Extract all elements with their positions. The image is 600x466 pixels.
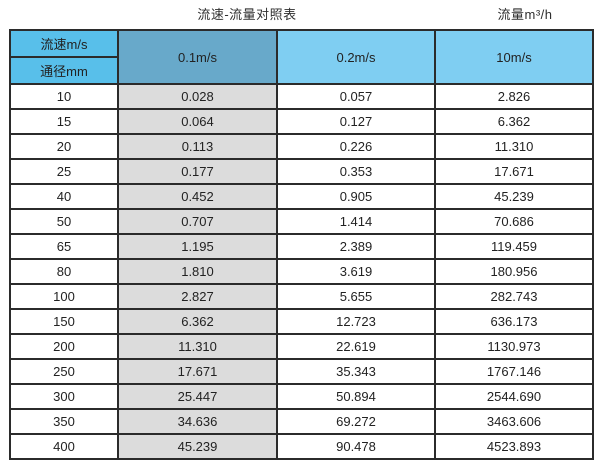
- table-row: 200 11.310 22.619 1130.973: [9, 333, 594, 360]
- flow-value-cell: 17.671: [434, 158, 594, 185]
- flow-value-cell: 0.707: [117, 208, 278, 235]
- table-row: 10 0.028 0.057 2.826: [9, 83, 594, 110]
- flow-value-cell: 0.064: [117, 108, 278, 135]
- flow-value-cell: 50.894: [276, 383, 436, 410]
- flow-value-cell: 180.956: [434, 258, 594, 285]
- velocity-header-cell: 流速m/s: [9, 29, 119, 58]
- flow-value-cell: 90.478: [276, 433, 436, 460]
- diameter-cell: 40: [9, 183, 119, 210]
- flow-value-cell: 2.389: [276, 233, 436, 260]
- flow-value-cell: 0.127: [276, 108, 436, 135]
- diameter-header-cell: 通径mm: [9, 56, 119, 85]
- column-header-10ms: 10m/s: [434, 29, 594, 85]
- diameter-cell: 20: [9, 133, 119, 160]
- table-row: 150 6.362 12.723 636.173: [9, 308, 594, 335]
- flow-value-cell: 6.362: [434, 108, 594, 135]
- flow-value-cell: 1.414: [276, 208, 436, 235]
- flow-value-cell: 1130.973: [434, 333, 594, 360]
- diameter-cell: 10: [9, 83, 119, 110]
- header-row-velocity: 流速m/s 0.1m/s 0.2m/s 10m/s: [9, 29, 594, 85]
- table-row: 25 0.177 0.353 17.671: [9, 158, 594, 185]
- diameter-cell: 250: [9, 358, 119, 385]
- flow-value-cell: 282.743: [434, 283, 594, 310]
- column-header-0-1ms: 0.1m/s: [117, 29, 278, 85]
- flow-value-cell: 45.239: [434, 183, 594, 210]
- table-header: 流速m/s 0.1m/s 0.2m/s 10m/s 通径mm: [9, 29, 594, 85]
- flow-value-cell: 70.686: [434, 208, 594, 235]
- diameter-cell: 65: [9, 233, 119, 260]
- table-row: 400 45.239 90.478 4523.893: [9, 433, 594, 460]
- diameter-cell: 25: [9, 158, 119, 185]
- flow-value-cell: 2544.690: [434, 383, 594, 410]
- flow-value-cell: 1.810: [117, 258, 278, 285]
- flow-value-cell: 1767.146: [434, 358, 594, 385]
- flow-value-cell: 35.343: [276, 358, 436, 385]
- flow-value-cell: 5.655: [276, 283, 436, 310]
- flow-value-cell: 45.239: [117, 433, 278, 460]
- flow-value-cell: 0.226: [276, 133, 436, 160]
- flow-value-cell: 3.619: [276, 258, 436, 285]
- flow-value-cell: 12.723: [276, 308, 436, 335]
- table-row: 40 0.452 0.905 45.239: [9, 183, 594, 210]
- flow-value-cell: 0.452: [117, 183, 278, 210]
- flow-value-cell: 636.173: [434, 308, 594, 335]
- diameter-cell: 80: [9, 258, 119, 285]
- table-row: 15 0.064 0.127 6.362: [9, 108, 594, 135]
- table-row: 20 0.113 0.226 11.310: [9, 133, 594, 160]
- diameter-cell: 400: [9, 433, 119, 460]
- diameter-cell: 300: [9, 383, 119, 410]
- table-row: 350 34.636 69.272 3463.606: [9, 408, 594, 435]
- flow-value-cell: 4523.893: [434, 433, 594, 460]
- flow-comparison-table: 流速m/s 0.1m/s 0.2m/s 10m/s 通径mm 10 0.028 …: [9, 29, 594, 460]
- flow-value-cell: 22.619: [276, 333, 436, 360]
- page-title: 流速-流量对照表: [197, 7, 297, 22]
- table-body: 10 0.028 0.057 2.826 15 0.064 0.127 6.36…: [9, 83, 594, 460]
- diameter-cell: 15: [9, 108, 119, 135]
- flow-value-cell: 1.195: [117, 233, 278, 260]
- flow-value-cell: 3463.606: [434, 408, 594, 435]
- table-row: 80 1.810 3.619 180.956: [9, 258, 594, 285]
- table-row: 300 25.447 50.894 2544.690: [9, 383, 594, 410]
- table-row: 65 1.195 2.389 119.459: [9, 233, 594, 260]
- flow-value-cell: 2.827: [117, 283, 278, 310]
- diameter-cell: 350: [9, 408, 119, 435]
- flow-value-cell: 11.310: [434, 133, 594, 160]
- flow-value-cell: 0.113: [117, 133, 278, 160]
- table-row: 50 0.707 1.414 70.686: [9, 208, 594, 235]
- header-row-diameter: 通径mm: [9, 56, 593, 85]
- diameter-cell: 50: [9, 208, 119, 235]
- diameter-cell: 100: [9, 283, 119, 310]
- flow-value-cell: 6.362: [117, 308, 278, 335]
- column-header-0-2ms: 0.2m/s: [276, 29, 436, 85]
- flow-value-cell: 119.459: [434, 233, 594, 260]
- table-row: 250 17.671 35.343 1767.146: [9, 358, 594, 385]
- flow-value-cell: 17.671: [117, 358, 278, 385]
- flow-value-cell: 0.177: [117, 158, 278, 185]
- flow-value-cell: 0.057: [276, 83, 436, 110]
- flow-value-cell: 0.353: [276, 158, 436, 185]
- flow-value-cell: 69.272: [276, 408, 436, 435]
- table-row: 100 2.827 5.655 282.743: [9, 283, 594, 310]
- flow-value-cell: 0.028: [117, 83, 278, 110]
- flow-unit-label: 流量m³/h: [497, 7, 553, 22]
- flow-value-cell: 25.447: [117, 383, 278, 410]
- diameter-cell: 150: [9, 308, 119, 335]
- flow-value-cell: 2.826: [434, 83, 594, 110]
- flow-value-cell: 34.636: [117, 408, 278, 435]
- diameter-cell: 200: [9, 333, 119, 360]
- flow-value-cell: 0.905: [276, 183, 436, 210]
- flow-value-cell: 11.310: [117, 333, 278, 360]
